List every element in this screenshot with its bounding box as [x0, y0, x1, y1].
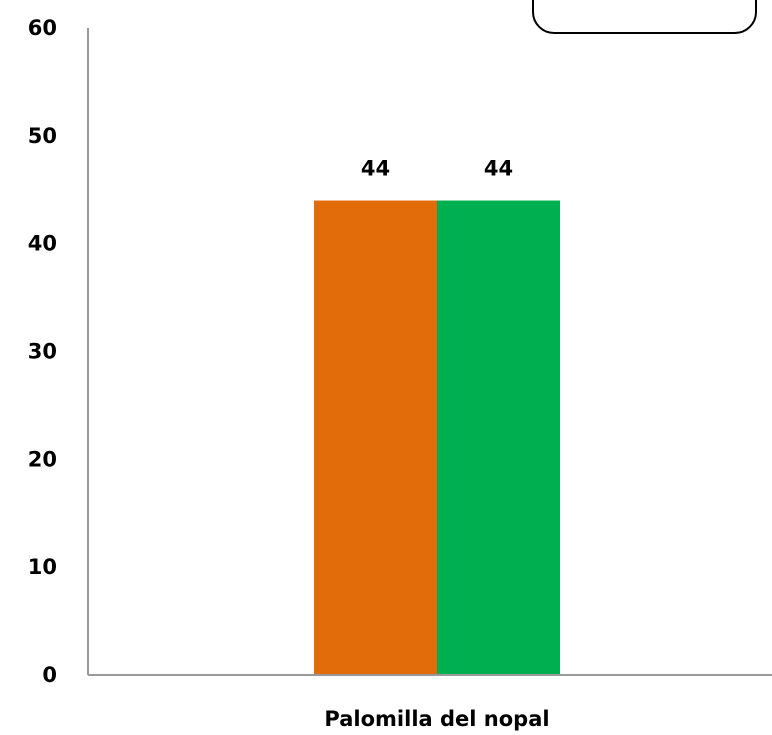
legend-box [532, 0, 757, 34]
data-labels: 44 44 [361, 157, 513, 181]
y-tick-label: 30 [28, 340, 57, 364]
x-category-label: Palomilla del nopal [324, 707, 549, 731]
y-tick-label: 20 [28, 447, 57, 471]
y-tick-label: 40 [28, 232, 57, 256]
axes [87, 28, 772, 676]
y-tick-label: 0 [42, 663, 57, 687]
category-labels: Palomilla del nopal [324, 707, 549, 731]
y-tick-label: 50 [28, 124, 57, 148]
y-tick-label: 60 [28, 16, 57, 40]
bar-series-1 [314, 200, 437, 676]
y-axis-ticks: 0 10 20 30 40 50 60 [28, 16, 57, 687]
data-label-series-1: 44 [361, 157, 390, 181]
bars [314, 200, 560, 676]
data-label-series-2: 44 [484, 157, 513, 181]
y-tick-label: 10 [28, 555, 57, 579]
bar-series-2 [437, 200, 560, 676]
